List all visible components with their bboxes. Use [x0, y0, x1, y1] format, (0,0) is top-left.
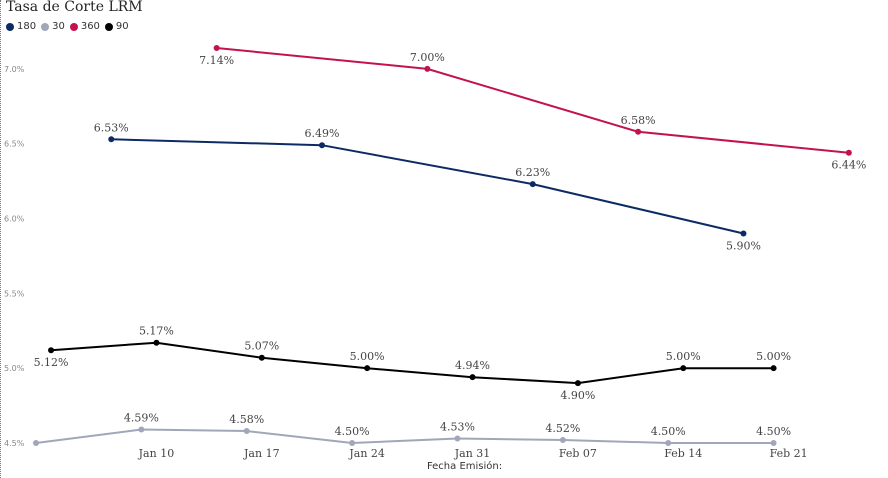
series-line — [111, 138, 744, 235]
y-tick-label: 4.5% — [4, 439, 25, 448]
data-label: 6.44% — [831, 159, 866, 172]
series-line — [216, 47, 849, 154]
data-label: 7.14% — [199, 54, 234, 67]
legend-label: 360 — [80, 21, 100, 32]
data-point[interactable] — [454, 435, 461, 442]
y-tick-label: 5.5% — [4, 289, 25, 298]
x-tick-label: Jan 17 — [243, 447, 280, 460]
data-point[interactable] — [559, 437, 566, 444]
data-point[interactable] — [108, 136, 115, 143]
data-point[interactable] — [153, 339, 160, 346]
legend-label: 90 — [115, 21, 129, 32]
legend-item[interactable]: 180 — [6, 21, 36, 32]
data-label: 5.12% — [34, 356, 69, 369]
series-180 — [108, 136, 747, 237]
data-point[interactable] — [243, 428, 250, 435]
x-tick-label: Jan 31 — [454, 447, 491, 460]
legend-item[interactable]: 360 — [69, 21, 100, 32]
data-label: 4.53% — [440, 421, 475, 434]
data-label: 4.58% — [229, 413, 264, 426]
data-label: 7.00% — [410, 51, 445, 64]
x-axis-label: Fecha Emisión: — [427, 460, 502, 472]
data-label: 4.50% — [335, 425, 370, 438]
series-30 — [33, 426, 777, 446]
data-point[interactable] — [770, 440, 777, 446]
data-label: 4.90% — [560, 389, 595, 402]
data-point[interactable] — [138, 426, 145, 433]
y-axis: 4.5% 5.0% 5.5% 6.0% 6.5% 7.0% — [4, 65, 25, 448]
legend-marker — [104, 22, 113, 31]
legend-marker — [41, 22, 50, 31]
data-label: 5.90% — [726, 240, 761, 253]
x-axis: Jan 10 Jan 17 Jan 24 Jan 31 Feb 07 Feb 14 Feb … — [138, 447, 808, 460]
data-point[interactable] — [529, 181, 536, 188]
y-tick-label: 7.0% — [4, 65, 25, 74]
data-label: 6.53% — [94, 121, 129, 134]
data-label: 5.17% — [139, 325, 174, 338]
data-point[interactable] — [258, 354, 265, 361]
data-label: 5.00% — [756, 350, 791, 363]
data-label: 4.94% — [455, 359, 490, 372]
legend-marker — [6, 22, 14, 31]
legend: 180 30 360 90 — [6, 21, 134, 32]
data-point[interactable] — [635, 128, 642, 135]
data-point[interactable] — [574, 380, 581, 387]
data-point[interactable] — [424, 65, 431, 72]
data-label: 4.50% — [651, 425, 686, 438]
data-label: 4.52% — [545, 422, 580, 435]
data-label-layer: 6.53% 6.49% 6.23% 5.90% 4.59% 4.58% 4.50% 4.53%… — [34, 51, 867, 438]
x-tick-label: Feb 21 — [770, 447, 808, 460]
series-layer — [33, 44, 852, 446]
series-line — [51, 341, 774, 385]
data-point[interactable] — [364, 365, 371, 372]
x-tick-label: Feb 14 — [664, 447, 702, 460]
data-label: 5.00% — [350, 350, 385, 363]
data-label: 6.58% — [621, 114, 656, 127]
data-label: 4.50% — [756, 425, 791, 438]
data-label: 4.59% — [124, 412, 159, 425]
series-line — [35, 428, 774, 445]
data-point[interactable] — [680, 365, 687, 372]
data-label: 6.23% — [515, 166, 550, 179]
data-point[interactable] — [319, 142, 325, 149]
data-label: 5.07% — [244, 340, 279, 353]
data-point[interactable] — [48, 347, 55, 354]
chart-title: Tasa de Corte LRM — [6, 0, 143, 15]
data-point[interactable] — [213, 44, 220, 51]
legend-label: 180 — [17, 21, 37, 32]
data-point[interactable] — [33, 440, 39, 446]
legend-marker — [69, 22, 78, 31]
x-tick-label: Jan 24 — [348, 447, 385, 460]
data-point[interactable] — [845, 149, 852, 156]
y-tick-label: 6.0% — [4, 215, 25, 224]
legend-item[interactable]: 30 — [41, 21, 65, 32]
data-point[interactable] — [469, 374, 476, 381]
legend-label: 30 — [52, 21, 65, 32]
y-tick-label: 6.5% — [4, 140, 25, 149]
data-point[interactable] — [740, 230, 747, 237]
data-label: 5.00% — [666, 350, 701, 363]
data-point[interactable] — [665, 440, 672, 446]
legend-item[interactable]: 90 — [104, 21, 129, 32]
series-90 — [48, 339, 777, 387]
x-tick-label: Feb 07 — [559, 447, 597, 460]
series-360 — [213, 44, 852, 156]
x-tick-label: Jan 10 — [138, 447, 175, 460]
data-point[interactable] — [349, 440, 356, 446]
data-point[interactable] — [770, 365, 777, 372]
data-label: 6.49% — [305, 127, 340, 140]
y-tick-label: 5.0% — [4, 364, 25, 373]
